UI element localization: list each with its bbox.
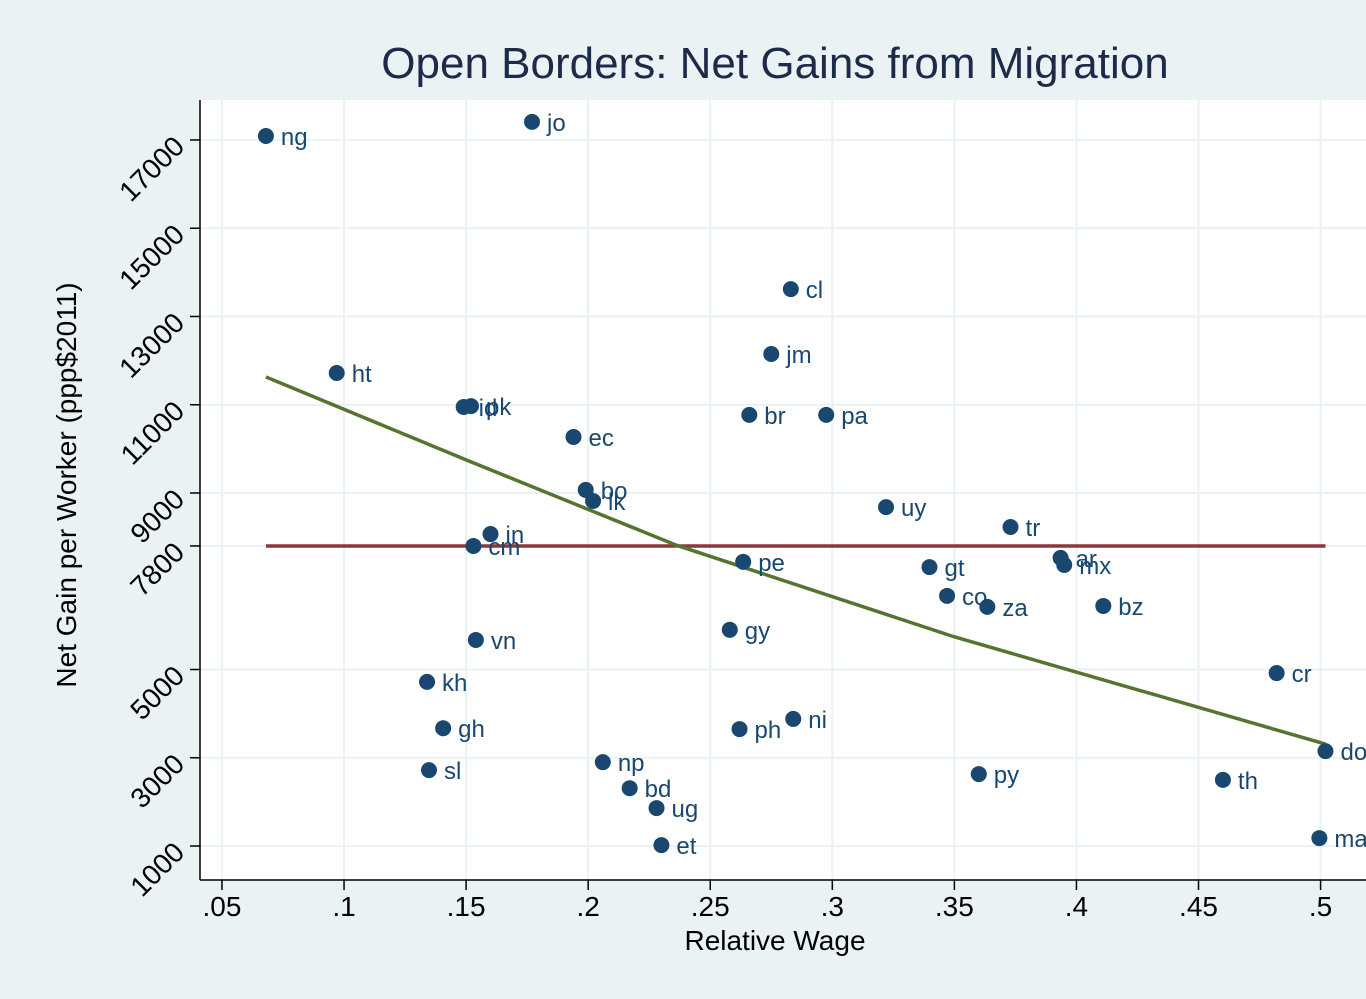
point-label: tr	[1026, 515, 1041, 542]
point-label: sl	[444, 758, 461, 785]
point-label: ar	[1076, 546, 1097, 573]
point-label: cl	[806, 277, 823, 304]
line	[265, 375, 1326, 746]
point	[731, 721, 748, 738]
point	[621, 780, 638, 797]
x-tick-label: .05	[203, 891, 242, 922]
point	[721, 621, 738, 638]
point-label: bo	[601, 478, 628, 505]
x-tick-label: .1	[332, 891, 355, 922]
point	[594, 754, 611, 771]
point	[482, 526, 499, 543]
point-label: ug	[672, 796, 699, 823]
point	[818, 406, 835, 423]
point	[462, 398, 479, 415]
point-label: bz	[1118, 594, 1143, 621]
point	[257, 128, 274, 145]
point	[735, 553, 752, 570]
point-label: za	[1002, 595, 1028, 622]
x-tick-label: .15	[447, 891, 486, 922]
point-label: th	[1238, 768, 1258, 795]
x-tick-label: .35	[935, 891, 974, 922]
point-label: in	[506, 522, 525, 549]
point-label: bd	[645, 776, 672, 803]
point	[328, 364, 345, 381]
point	[1311, 830, 1328, 847]
point-label: ni	[808, 707, 827, 734]
point	[782, 281, 799, 298]
point-label: ht	[352, 361, 372, 388]
point-label: lk	[608, 489, 626, 516]
point-label: vn	[491, 628, 516, 655]
point	[939, 587, 956, 604]
point-label: ma	[1334, 826, 1366, 853]
point	[741, 406, 758, 423]
point	[585, 492, 602, 509]
point-label: do	[1340, 739, 1366, 766]
point-label: cr	[1292, 661, 1312, 688]
point-label: uy	[901, 495, 926, 522]
x-tick-label: .25	[691, 891, 730, 922]
point	[467, 631, 484, 648]
point-label: br	[764, 403, 785, 430]
point-label: pe	[758, 550, 785, 577]
point	[435, 720, 452, 737]
point	[1002, 518, 1019, 535]
chart-title: Open Borders: Net Gains from Migration	[381, 39, 1168, 88]
point-label: jm	[785, 342, 811, 369]
point	[653, 837, 670, 854]
point	[465, 537, 482, 554]
point-label: gt	[944, 555, 964, 582]
point-label: jo	[546, 110, 566, 137]
point	[1214, 771, 1231, 788]
point	[979, 598, 996, 615]
x-tick-label: .45	[1179, 891, 1218, 922]
x-tick-label: .2	[576, 891, 599, 922]
point-label: gh	[458, 716, 485, 743]
point	[419, 673, 436, 690]
x-tick-label: .5	[1309, 891, 1332, 922]
plot-area	[200, 100, 1366, 880]
x-tick-label: .3	[821, 891, 844, 922]
point-label: mx	[1079, 553, 1111, 580]
point	[421, 762, 437, 779]
point-label: et	[676, 833, 696, 860]
point	[1056, 556, 1073, 573]
point	[785, 710, 802, 727]
point-label: py	[994, 762, 1019, 789]
point-label: ng	[281, 124, 308, 151]
point-label: ec	[589, 425, 614, 452]
point-label: pk	[486, 394, 512, 421]
point	[1317, 743, 1334, 760]
point-label: pa	[841, 403, 868, 430]
point	[763, 345, 780, 362]
point	[878, 499, 895, 516]
x-axis-title: Relative Wage	[684, 925, 865, 956]
point-label: kh	[442, 670, 467, 697]
x-tick-label: .4	[1065, 891, 1088, 922]
point	[1268, 665, 1285, 682]
point	[565, 428, 582, 445]
point-label: gy	[745, 618, 770, 645]
point-label: cm	[488, 534, 520, 561]
point-label: ph	[755, 717, 782, 744]
point	[524, 113, 541, 130]
point	[921, 559, 938, 576]
point	[970, 766, 987, 783]
point	[648, 800, 665, 817]
point-label: np	[618, 750, 645, 777]
y-axis-title: Net Gain per Worker (ppp$2011)	[51, 282, 82, 687]
point	[1095, 597, 1112, 614]
point-label: id	[479, 395, 498, 422]
